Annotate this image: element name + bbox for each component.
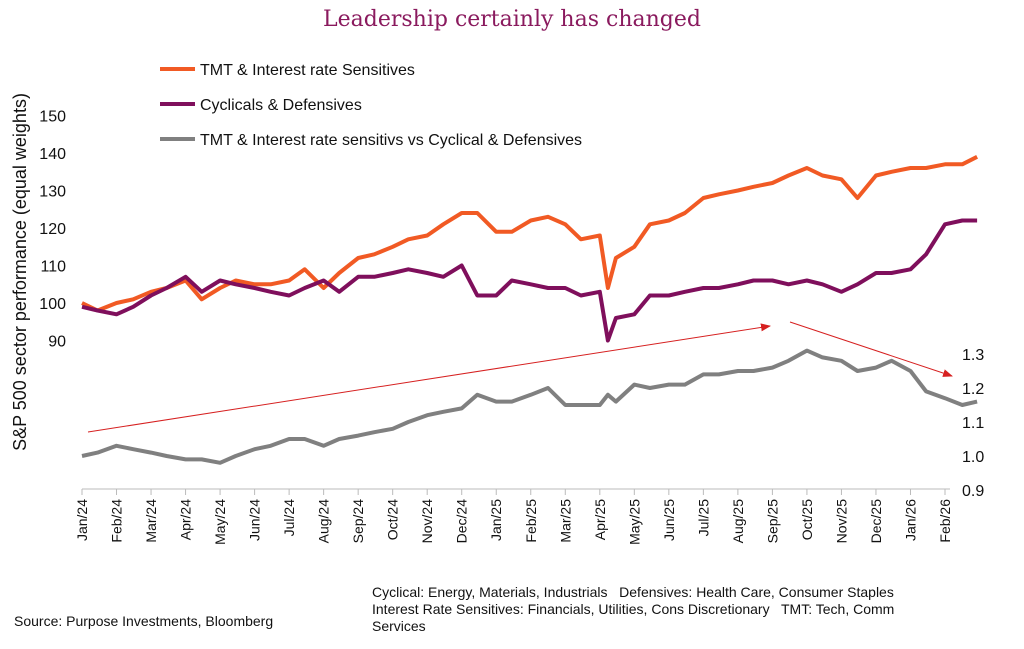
x-tick-label: Dec/24	[454, 499, 470, 544]
x-tick-label: Nov/25	[833, 499, 849, 544]
x-tick-label: Sep/25	[764, 499, 780, 544]
x-tick-label: Aug/25	[730, 499, 746, 544]
left-tick-label: 150	[39, 109, 66, 126]
upward-trend-arrow	[87, 323, 771, 433]
x-tick-label: Apr/25	[592, 499, 608, 540]
legend-label-cyclicals: Cyclicals & Defensives	[200, 97, 362, 114]
right-tick-label: 1.0	[962, 449, 984, 466]
left-tick-label: 130	[39, 184, 66, 201]
x-tick-label: Mar/24	[143, 499, 159, 543]
tmt-line	[81, 155, 979, 313]
left-tick-label: 140	[39, 146, 66, 163]
x-tick-label: Jan/24	[74, 499, 90, 541]
x-tick-label: Feb/26	[937, 499, 953, 543]
x-axis: Jan/24 Feb/24 Mar/24 Apr/24 May/24 Jun/24 Jul/…	[74, 489, 953, 545]
x-tick-label: Feb/25	[523, 499, 539, 543]
definitions-line-3: Services	[372, 618, 426, 634]
definitions-line-2: Interest Rate Sensitives: Financials, Ut…	[372, 601, 894, 617]
x-tick-label: Aug/24	[316, 499, 332, 544]
legend: TMT & Interest rate Sensitives Cyclicals…	[160, 62, 582, 149]
x-tick-label: Jan/25	[488, 499, 504, 541]
right-tick-label: 1.1	[962, 415, 984, 432]
legend-label-tmt: TMT & Interest rate Sensitives	[200, 62, 415, 79]
x-tick-label: May/25	[626, 499, 642, 545]
x-tick-label: Dec/25	[868, 499, 884, 544]
cyclicals-line	[81, 218, 978, 343]
x-tick-label: Jul/25	[695, 499, 711, 537]
x-tick-label: Jul/24	[281, 499, 297, 537]
ratio-line	[81, 348, 978, 465]
x-tick-label: Jun/24	[247, 499, 263, 541]
left-tick-label: 110	[40, 259, 66, 276]
right-tick-label: 1.3	[962, 347, 984, 364]
downward-trend-arrow	[789, 321, 953, 377]
right-tick-label: 0.9	[962, 483, 984, 500]
x-tick-label: Oct/25	[799, 499, 815, 540]
x-tick-label: Jan/26	[902, 499, 918, 541]
x-tick-label: Jun/25	[661, 499, 677, 541]
definitions-line-1: Cyclical: Energy, Materials, Industrials…	[372, 584, 894, 600]
left-tick-label: 100	[39, 296, 66, 313]
source-note: Source: Purpose Investments, Bloomberg	[14, 613, 273, 629]
legend-label-ratio: TMT & Interest rate sensitivs vs Cyclica…	[200, 132, 582, 149]
chart-title: Leadership certainly has changed	[323, 7, 701, 32]
series-lines	[81, 155, 979, 465]
x-tick-label: Mar/25	[557, 499, 573, 543]
x-tick-label: Sep/24	[350, 499, 366, 544]
x-tick-label: May/24	[212, 499, 228, 545]
left-tick-label: 120	[39, 221, 66, 238]
right-axis: 0.9 1.0 1.1 1.2 1.3	[962, 347, 984, 500]
y-axis-label: S&P 500 sector performance (equal weight…	[10, 93, 30, 451]
left-axis: 90 100 110 120 130 140 150	[39, 109, 66, 351]
x-tick-label: Apr/24	[178, 499, 194, 540]
x-tick-label: Feb/24	[109, 499, 125, 543]
x-tick-label: Nov/24	[419, 499, 435, 544]
left-tick-label: 90	[48, 334, 66, 351]
right-tick-label: 1.2	[962, 381, 984, 398]
x-tick-label: Oct/24	[385, 499, 401, 540]
